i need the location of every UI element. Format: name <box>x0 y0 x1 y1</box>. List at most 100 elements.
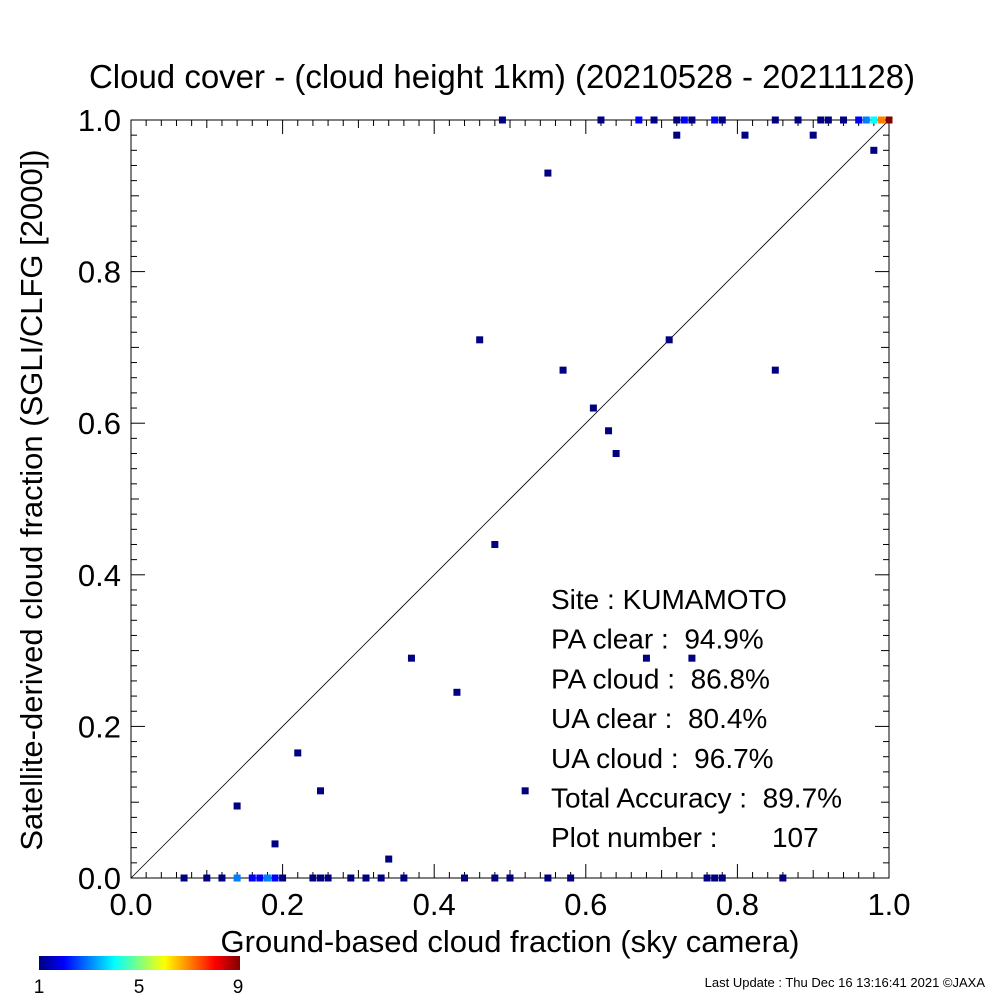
data-point <box>840 116 848 124</box>
data-point <box>741 131 749 139</box>
chart-title: Cloud cover - (cloud height 1km) (202105… <box>89 58 915 95</box>
data-point <box>597 116 605 124</box>
data-point <box>180 874 188 882</box>
colorbar-mid-label: 5 <box>134 977 145 998</box>
data-point <box>271 840 279 848</box>
accuracy-stats-panel: Site : KUMAMOTO PA clear : 94.9% PA cloud … <box>551 584 842 853</box>
stats-line: PA cloud : 86.8% <box>551 663 770 694</box>
data-point <box>635 116 643 124</box>
data-point <box>771 366 779 374</box>
data-points <box>180 116 893 882</box>
data-point <box>711 874 719 882</box>
stats-line: PA clear : 94.9% <box>551 624 764 655</box>
data-point <box>324 874 332 882</box>
y-tick-label: 0.2 <box>78 709 121 744</box>
count-colorbar: 1 5 9 <box>34 956 244 998</box>
data-point <box>718 874 726 882</box>
y-axis-label: Satellite-derived cloud fraction (SGLI/C… <box>14 149 49 850</box>
data-point <box>263 874 271 882</box>
data-point <box>233 874 241 882</box>
y-tick-label: 0.0 <box>78 861 121 896</box>
data-point <box>491 540 499 548</box>
data-point <box>824 116 832 124</box>
data-point <box>400 874 408 882</box>
x-tick-label: 0.8 <box>716 887 759 922</box>
data-point <box>317 874 324 882</box>
data-point <box>650 116 658 124</box>
data-point <box>703 874 711 882</box>
colorbar-max-label: 9 <box>233 977 244 998</box>
data-point <box>294 749 302 757</box>
data-point <box>589 404 597 412</box>
colorbar-min-label: 1 <box>34 977 45 998</box>
data-point <box>544 874 552 882</box>
y-tick-label: 1.0 <box>78 103 121 138</box>
data-point <box>521 787 529 795</box>
y-tick-label: 0.6 <box>78 406 121 441</box>
data-point <box>453 688 461 696</box>
y-tick-label: 0.8 <box>78 255 121 290</box>
data-point <box>605 427 613 435</box>
stats-line: Plot number : 107 <box>551 822 819 853</box>
x-tick-label: 0.2 <box>261 887 304 922</box>
stats-line: UA clear : 80.4% <box>551 703 767 734</box>
data-point <box>855 116 863 124</box>
axis-ticks <box>130 119 890 879</box>
data-point <box>642 654 650 662</box>
data-point <box>559 366 567 374</box>
data-point <box>476 336 484 344</box>
data-point <box>271 874 279 882</box>
data-point <box>673 116 681 124</box>
data-point <box>711 116 719 124</box>
data-point <box>718 116 726 124</box>
x-tick-label: 1.0 <box>867 887 910 922</box>
data-point <box>498 116 506 124</box>
data-point <box>688 654 696 662</box>
data-point <box>680 116 688 124</box>
colorbar-gradient <box>39 956 240 970</box>
data-point <box>491 874 499 882</box>
x-tick-label: 0.6 <box>564 887 607 922</box>
data-point <box>870 146 878 154</box>
data-point <box>817 116 825 124</box>
data-point <box>688 116 696 124</box>
data-point <box>673 131 681 139</box>
stats-line: Total Accuracy : 89.7% <box>551 783 842 814</box>
one-to-one-reference-line <box>130 119 890 879</box>
data-point <box>248 874 256 882</box>
data-point <box>877 116 885 124</box>
data-point <box>612 450 620 458</box>
data-point <box>885 116 893 124</box>
data-point <box>506 874 514 882</box>
data-point <box>362 874 370 882</box>
x-tick-label: 0.0 <box>109 887 152 922</box>
y-tick-label: 0.4 <box>78 558 121 593</box>
data-point <box>779 874 787 882</box>
data-point <box>567 874 575 882</box>
data-point <box>407 654 415 662</box>
data-point <box>809 131 817 139</box>
data-point <box>347 874 355 882</box>
last-update-footer: Last Update : Thu Dec 16 13:16:41 2021 ©… <box>705 975 986 990</box>
data-point <box>233 802 241 810</box>
data-point <box>794 116 802 124</box>
data-point <box>461 874 469 882</box>
data-point <box>309 874 317 882</box>
data-point <box>665 336 673 344</box>
data-point <box>377 874 385 882</box>
stats-line: Site : KUMAMOTO <box>551 584 787 615</box>
data-point <box>279 874 287 882</box>
data-point <box>385 855 393 863</box>
data-point <box>317 787 324 795</box>
data-point <box>862 116 870 124</box>
data-point <box>203 874 211 882</box>
data-point <box>256 874 264 882</box>
data-point <box>218 874 226 882</box>
stats-line: UA cloud : 96.7% <box>551 743 774 774</box>
axis-tick-labels: 0.0 0.2 0.4 0.6 0.8 1.0 0.0 0.2 0.4 0.6 0.8 1.0 <box>78 103 911 922</box>
data-point <box>544 169 552 177</box>
x-tick-label: 0.4 <box>413 887 456 922</box>
x-axis-label: Ground-based cloud fraction (sky camera) <box>221 924 800 959</box>
data-point <box>870 116 878 124</box>
